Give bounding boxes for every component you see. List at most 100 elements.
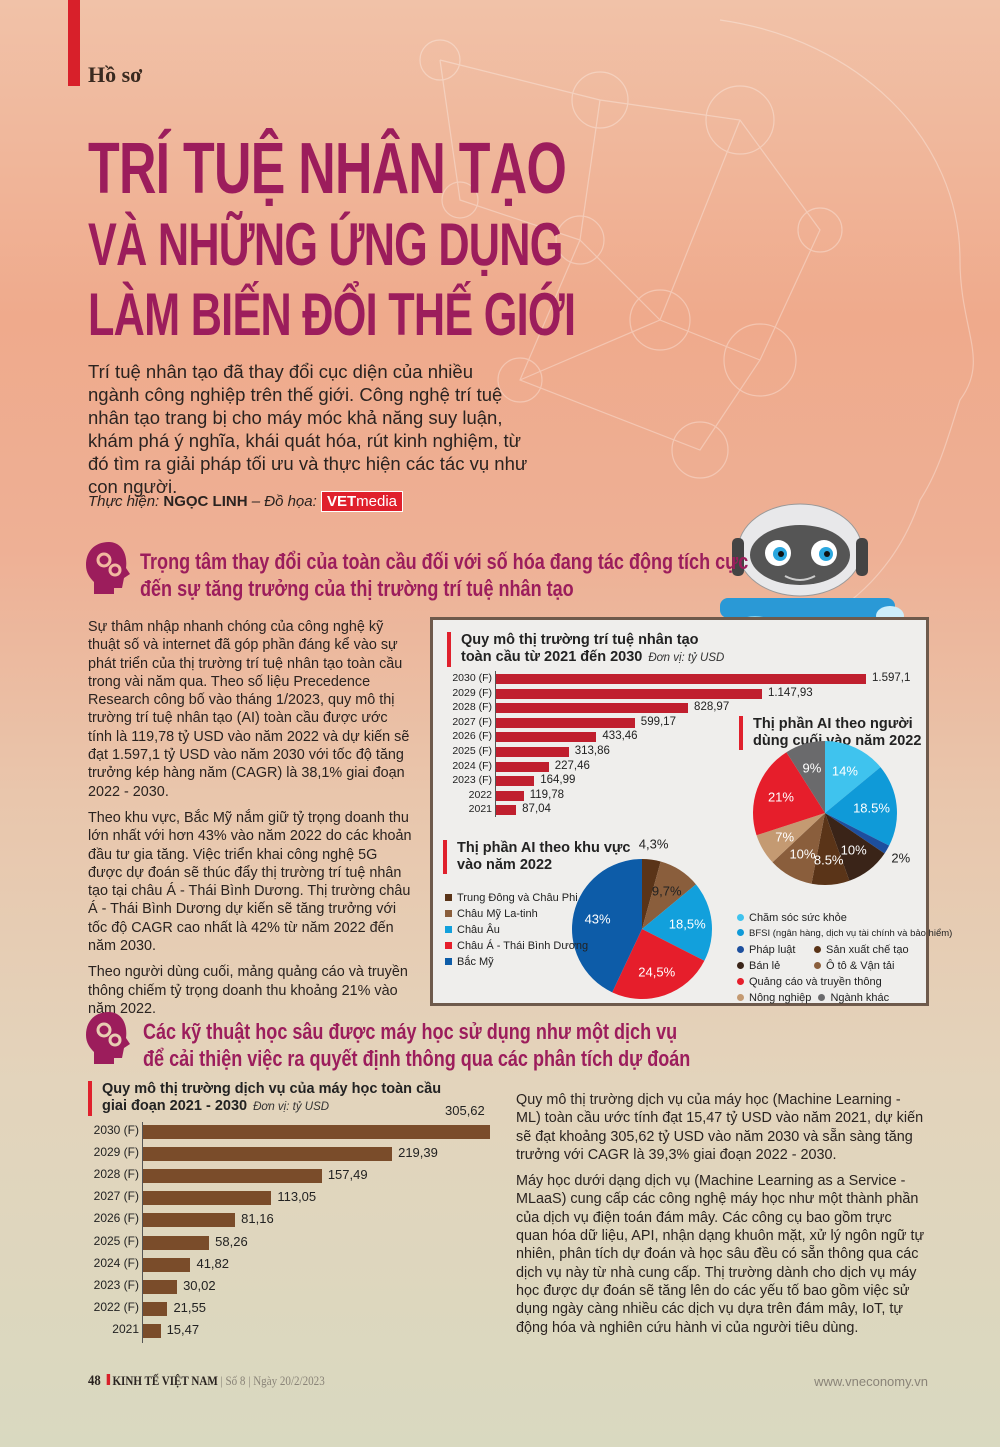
legend-swatch <box>445 958 452 965</box>
legend-dot <box>737 946 744 953</box>
bar <box>496 747 569 757</box>
bar <box>496 674 866 684</box>
legend-swatch <box>445 910 452 917</box>
section1-heading: Trọng tâm thay đổi của toàn cầu đối với … <box>140 549 749 601</box>
bar-category-label: 2023 (F) <box>93 1277 139 1292</box>
pie-slice <box>642 861 696 929</box>
pie-slice-label: 8.5% <box>813 852 844 868</box>
bar <box>496 688 762 699</box>
bar <box>143 1323 161 1338</box>
region-pie-chart: 4,3% 9,7% 18,5% 24,5% 43% <box>433 620 926 1003</box>
bar-value-label: 219,39 <box>398 1145 438 1161</box>
pie-slice-label: 10% <box>840 842 867 858</box>
legend-dot <box>737 914 744 921</box>
publication-name: KINH TẾ VIỆT NAM <box>112 1373 218 1388</box>
bar <box>143 1191 272 1206</box>
bar-value-label: 305,62 <box>445 1103 485 1118</box>
legend-dot <box>814 962 821 969</box>
bar <box>496 717 635 728</box>
bar-category-label: 2026 (F) <box>452 730 492 743</box>
bar-value-label: 87,04 <box>522 803 551 816</box>
bar-category-label: 2028 (F) <box>452 701 492 714</box>
bar-category-label: 2030 (F) <box>93 1123 139 1137</box>
legend-swatch <box>445 942 452 949</box>
pie-slice <box>642 859 661 929</box>
bar-category-label: 2023 (F) <box>452 774 492 787</box>
legend-swatch <box>445 926 452 933</box>
bar-value-label: 164,99 <box>540 774 576 787</box>
bar <box>143 1279 178 1294</box>
bar <box>143 1235 210 1250</box>
bar-category-label: 2021 <box>468 803 492 816</box>
section-kicker: Hồ sơ <box>88 62 143 87</box>
legend-dot <box>737 929 744 936</box>
legend-swatch <box>445 894 452 901</box>
body-paragraph: Quy mô thị trường dịch vụ của máy học (M… <box>516 1092 924 1163</box>
section2-body: Quy mô thị trường dịch vụ của máy học (M… <box>516 1091 926 1345</box>
ai-head-network-background <box>419 19 974 620</box>
website-link[interactable]: www.vneconomy.vn <box>814 1374 928 1389</box>
unit-label: Đơn vị: tỷ USD <box>648 652 725 664</box>
pie-slice <box>756 813 825 863</box>
bar-value-label: 21,55 <box>173 1299 206 1315</box>
pie-slice-label: 4,3% <box>638 836 669 852</box>
bar-value-label: 433,46 <box>602 730 638 743</box>
author-name: NGỌC LINH <box>163 493 248 510</box>
bar <box>143 1301 168 1316</box>
ml-market-chart-title: Quy mô thị trường dịch vụ của máy học to… <box>88 1081 441 1116</box>
page-subtitle-line1: VÀ NHỮNG ỨNG DỤNG <box>88 211 563 278</box>
bar-category-label: 2025 (F) <box>452 745 492 757</box>
pie-slice-label: 18.5% <box>853 800 890 816</box>
bar-value-label: 41,82 <box>196 1255 230 1271</box>
credit-label: Thực hiện: <box>88 493 160 510</box>
issue-date: Ngày 20/2/2023 <box>253 1373 325 1388</box>
bar-value-label: 81,16 <box>241 1211 274 1227</box>
bar-value-label: 119,78 <box>529 788 565 801</box>
page-number: 48 <box>88 1373 101 1389</box>
enduser-pie-chart: 14% 18.5% 2% 10% 8.5% 10% 7% 21% 9% <box>433 620 926 1003</box>
ai-market-bar-chart: 2030 (F) 1.597,1 2029 (F) 1.147,93 2028 (F) 8… <box>433 620 926 1003</box>
pie-slice-label: 2% <box>891 850 911 866</box>
legend-dot <box>814 946 821 953</box>
ai-charts-panel: Quy mô thị trường trí tuệ nhân tạo toàn c… <box>430 617 952 1006</box>
bar-category-label: 2029 (F) <box>452 686 492 699</box>
issue-number: Số 8 <box>225 1373 246 1388</box>
bar <box>496 790 524 801</box>
bar-value-label: 58,26 <box>215 1233 248 1249</box>
bar <box>143 1257 191 1272</box>
ml-market-bar-chart: 2030 (F) 305,62 2029 (F) 219,39 2028 (F) 157,… <box>93 1103 490 1343</box>
intro-paragraph: Trí tuệ nhân tạo đã thay đổi cục diện củ… <box>88 361 528 497</box>
pie-slice <box>825 741 881 813</box>
pie-slice-label: 43% <box>584 911 611 927</box>
page-subtitle-line2: LÀM BIẾN ĐỔI THẾ GIỚI <box>88 281 576 348</box>
bar <box>143 1169 322 1184</box>
legend-dot <box>737 962 744 969</box>
bar-category-label: 2022 <box>468 788 492 801</box>
pie-slice-label: 7% <box>775 829 795 845</box>
vetmedia-logo: VETmedia <box>320 491 403 512</box>
bar-category-label: 2024 (F) <box>93 1255 139 1270</box>
pie-slice-label: 21% <box>767 789 794 805</box>
region-pie-legend: Trung Đông và Châu Phi Châu Mỹ La-tinh C… <box>445 890 588 970</box>
bar-value-label: 828,97 <box>694 701 730 714</box>
enduser-pie-legend: Chăm sóc sức khỏe BFSI (ngân hàng, dịch … <box>737 910 952 1006</box>
pie-slice <box>572 859 642 993</box>
head-gears-icon <box>86 542 130 594</box>
bar <box>496 703 689 714</box>
pie-slice <box>612 929 705 999</box>
pie-slice-label: 9,7% <box>651 883 682 899</box>
bar <box>496 732 597 743</box>
bar-category-label: 2022 (F) <box>93 1299 139 1314</box>
section2-heading: Các kỹ thuật học sâu được máy học sử dụn… <box>143 1019 691 1071</box>
bar <box>496 805 517 816</box>
bar-value-label: 313,86 <box>574 745 610 757</box>
body-paragraph: Theo khu vực, Bắc Mỹ nắm giữ tỷ trọng do… <box>88 809 412 955</box>
section-marker-bar <box>68 0 80 86</box>
legend-dot <box>818 994 826 1001</box>
head-gears-icon <box>86 1012 130 1064</box>
pie-slice <box>772 813 825 884</box>
bar-category-label: 2027 (F) <box>93 1189 139 1204</box>
page-title: TRÍ TUỆ NHÂN TẠO <box>88 129 567 209</box>
bar-axis-line <box>495 671 496 817</box>
page-footer: 48 KINH TẾ VIỆT NAM | Số 8 | Ngày 20/2/2… <box>88 1373 325 1389</box>
